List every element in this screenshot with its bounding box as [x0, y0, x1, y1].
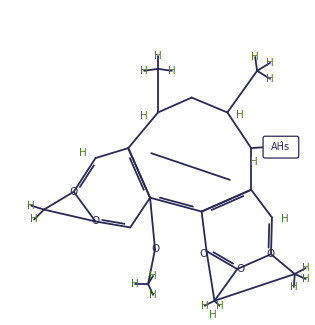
- Text: H: H: [290, 282, 298, 292]
- Text: H: H: [250, 157, 258, 167]
- Text: AĤs: AĤs: [271, 142, 290, 152]
- Text: H: H: [149, 290, 157, 300]
- Text: H: H: [27, 201, 35, 211]
- Text: H: H: [236, 111, 244, 121]
- Text: O: O: [267, 249, 275, 259]
- FancyBboxPatch shape: [263, 136, 299, 158]
- Text: H: H: [266, 58, 274, 68]
- Text: H: H: [131, 279, 139, 289]
- Text: H: H: [302, 274, 310, 284]
- Text: H: H: [251, 52, 259, 62]
- Text: O: O: [91, 216, 100, 227]
- Text: H: H: [281, 214, 289, 225]
- Text: H: H: [215, 301, 223, 311]
- Text: H: H: [79, 148, 87, 158]
- Text: O: O: [151, 244, 159, 254]
- Text: O: O: [70, 187, 78, 197]
- Text: H: H: [154, 51, 162, 61]
- Text: H: H: [140, 66, 148, 76]
- Text: H: H: [168, 66, 176, 76]
- Text: H: H: [201, 301, 209, 311]
- Text: O: O: [236, 264, 244, 274]
- Text: H: H: [149, 271, 157, 281]
- Text: H: H: [209, 310, 216, 320]
- Text: H: H: [30, 214, 38, 225]
- Text: H: H: [302, 263, 310, 273]
- Text: H: H: [266, 74, 274, 84]
- Text: H: H: [140, 111, 148, 122]
- Text: O: O: [199, 249, 208, 259]
